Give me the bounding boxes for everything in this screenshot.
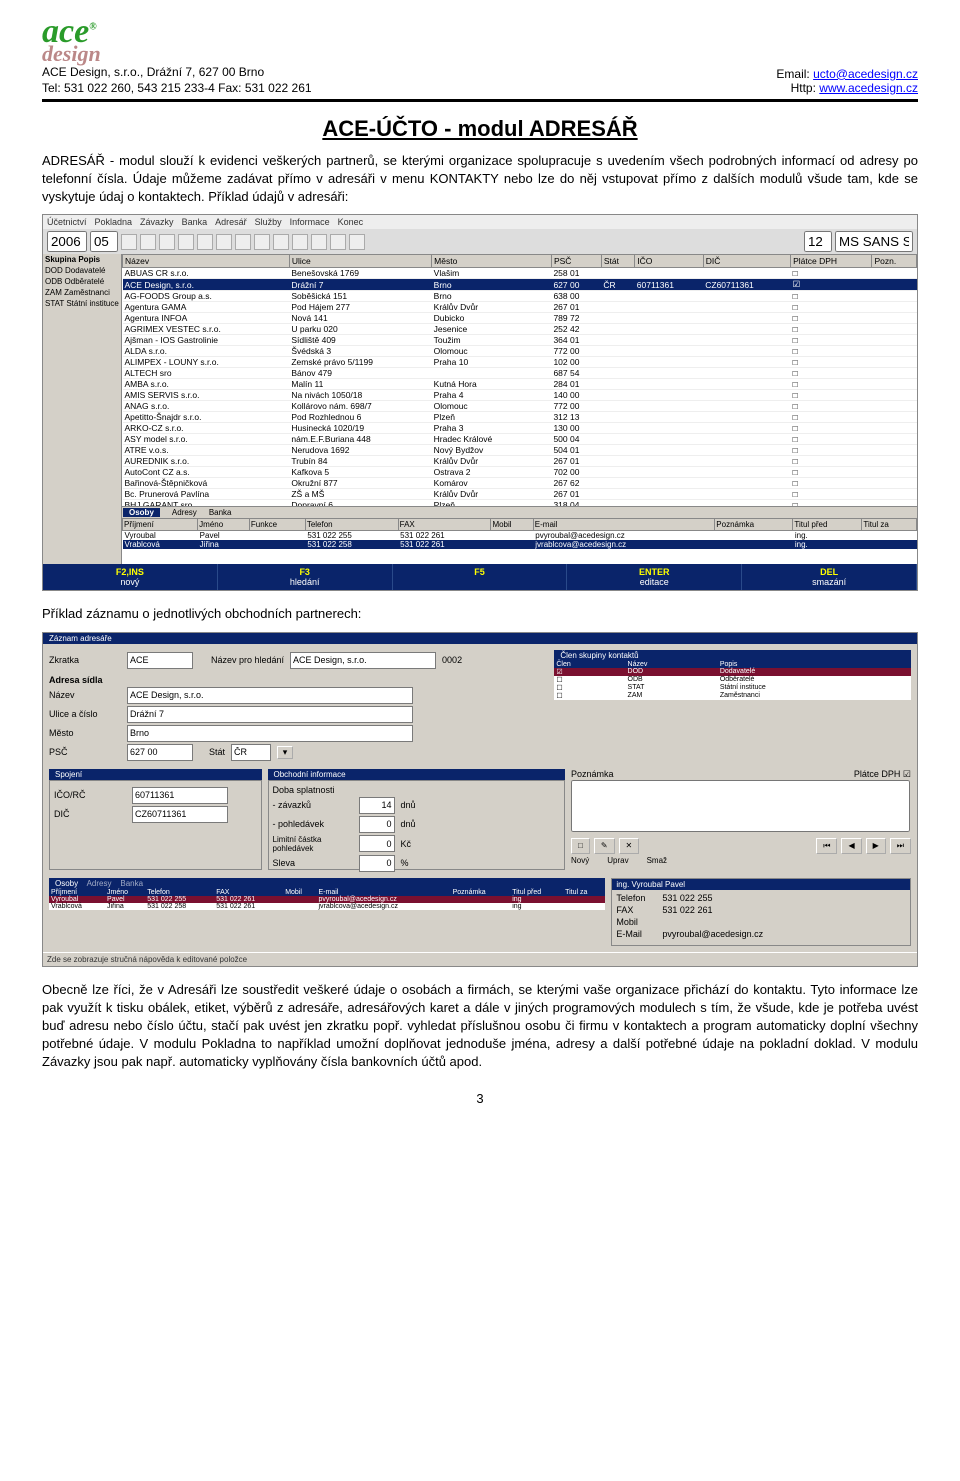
tab[interactable]: Banka [209,508,232,517]
mesto-input[interactable] [127,725,413,742]
stat-input[interactable] [231,744,271,761]
menu-item[interactable]: Konec [338,217,364,227]
month-field[interactable] [90,231,118,252]
screenshot-address-record: Záznam adresáře Zkratka Název pro hledán… [42,632,918,967]
menu-item[interactable]: Závazky [140,217,174,227]
email-link[interactable]: ucto@acedesign.cz [813,67,918,81]
screenshot-address-list: Účetnictví Pokladna Závazky Banka Adresář Slu… [42,214,918,591]
email-label: Email: [776,67,813,81]
http-label: Http: [791,81,820,95]
fkey[interactable]: F2,INSnový [43,564,218,590]
sleva-input[interactable] [359,855,395,872]
fkey[interactable]: F5 [393,564,568,590]
address-header: Adresa sídla [49,675,548,685]
http-link[interactable]: www.acedesign.cz [819,81,918,95]
psc-input[interactable] [127,744,193,761]
intro-paragraph: ADRESÁŘ - modul slouží k evidenci vešker… [42,152,918,207]
menu-item[interactable]: Pokladna [95,217,133,227]
ico-input[interactable] [132,787,228,804]
nav-first[interactable]: ⏮ [816,838,837,854]
nav-prev[interactable]: ◀ [841,838,861,854]
zavazku-input[interactable] [359,797,395,814]
pohled-input[interactable] [359,816,395,833]
limit-input[interactable] [359,835,395,852]
nazev-hled-label: Název pro hledání [211,655,284,665]
page-number: 3 [42,1091,918,1106]
fontsize-field[interactable] [804,231,832,252]
font-field[interactable] [835,231,913,252]
dropdown-icon[interactable]: ▾ [277,746,293,759]
caption-2: Příklad záznamu o jednotlivých obchodníc… [42,605,918,623]
menu-item[interactable]: Adresář [215,217,247,227]
closing-paragraph: Obecně lze říci, že v Adresáři lze soust… [42,981,918,1072]
nazev-hled-input[interactable] [290,652,436,669]
company-address: ACE Design, s.r.o., Drážní 7, 627 00 Brn… [42,65,312,79]
menu-item[interactable]: Banka [182,217,208,227]
menu-item[interactable]: Služby [255,217,282,227]
record-number: 0002 [442,655,462,665]
dic-input[interactable] [132,806,228,823]
poznamka-input[interactable] [571,780,910,832]
logo: ace® design [42,18,312,63]
company-phone: Tel: 531 022 260, 543 215 233-4 Fax: 531… [42,81,312,95]
tab[interactable]: Adresy [172,508,197,517]
tab[interactable]: Osoby [123,508,160,517]
ulice-input[interactable] [127,706,413,723]
year-field[interactable] [47,231,87,252]
fkey[interactable]: F3hledání [218,564,393,590]
fkey[interactable]: ENTEReditace [567,564,742,590]
nav-next[interactable]: ▶ [866,838,886,854]
fkey[interactable]: DELsmazání [742,564,917,590]
novy-button[interactable]: □ [571,838,590,854]
status-bar: Zde se zobrazuje stručná nápověda k edit… [43,952,917,966]
zkratka-label: Zkratka [49,655,121,665]
menu-item[interactable]: Účetnictví [47,217,87,227]
nazev-input[interactable] [127,687,413,704]
zkratka-input[interactable] [127,652,193,669]
uprav-button[interactable]: ✎ [594,838,615,854]
smaz-button[interactable]: ✕ [619,838,640,854]
menu-item[interactable]: Informace [290,217,330,227]
page-title: ACE-ÚČTO - modul ADRESÁŘ [42,116,918,142]
nav-last[interactable]: ⏭ [890,838,911,854]
